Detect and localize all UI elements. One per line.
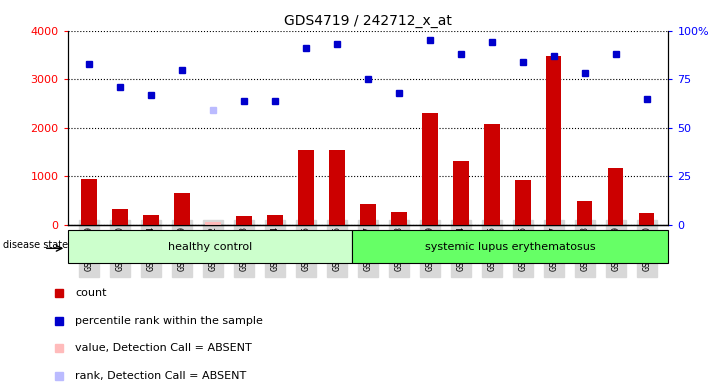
Bar — [360, 204, 375, 225]
Bar — [174, 193, 190, 225]
Bar — [515, 180, 530, 225]
Bar — [298, 150, 314, 225]
Bar — [144, 215, 159, 225]
Bar — [391, 212, 407, 225]
Text: value, Detection Call = ABSENT: value, Detection Call = ABSENT — [75, 343, 252, 353]
Bar — [205, 222, 221, 225]
Bar — [422, 113, 438, 225]
Bar — [112, 209, 128, 225]
Text: rank, Detection Call = ABSENT: rank, Detection Call = ABSENT — [75, 371, 247, 381]
Text: percentile rank within the sample: percentile rank within the sample — [75, 316, 263, 326]
Bar — [236, 216, 252, 225]
Text: count: count — [75, 288, 107, 298]
Bar — [267, 215, 283, 225]
Bar — [546, 56, 562, 225]
Bar — [577, 201, 592, 225]
Text: healthy control: healthy control — [168, 242, 252, 252]
Bar — [329, 150, 345, 225]
Title: GDS4719 / 242712_x_at: GDS4719 / 242712_x_at — [284, 14, 452, 28]
Text: systemic lupus erythematosus: systemic lupus erythematosus — [425, 242, 596, 252]
Bar — [484, 124, 500, 225]
Bar — [639, 214, 654, 225]
Text: disease state: disease state — [4, 240, 68, 250]
Bar — [82, 179, 97, 225]
Bar — [453, 161, 469, 225]
Bar — [352, 230, 668, 263]
Bar — [68, 230, 352, 263]
Bar — [608, 168, 624, 225]
